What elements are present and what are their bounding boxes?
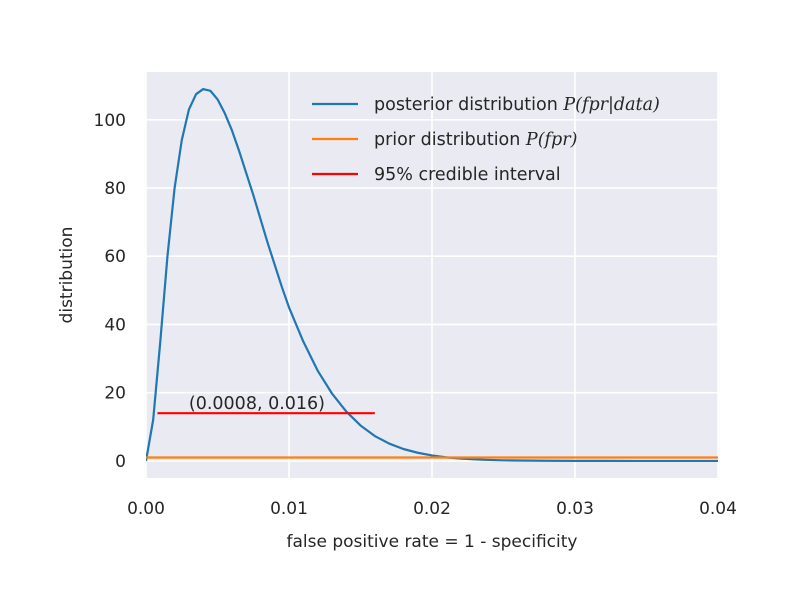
y-tick-label: 0 (115, 452, 126, 472)
x-axis-ticks: 0.00 0.01 0.02 0.03 0.04 (127, 499, 737, 519)
x-tick-label: 0.02 (413, 499, 451, 519)
y-tick-label: 100 (94, 111, 126, 131)
legend-label: prior distribution P(fpr) (374, 130, 578, 150)
legend-label: 95% credible interval (374, 165, 561, 185)
y-tick-label: 60 (104, 247, 126, 267)
legend-label-math: P(fpr|data) (562, 95, 660, 115)
series-line-0 (146, 87, 718, 463)
y-tick-label: 20 (104, 384, 126, 404)
legend-label: posterior distribution P(fpr|data) (374, 95, 660, 115)
legend-label-text: 95% credible interval (374, 165, 561, 185)
y-axis-label: distribution (57, 227, 77, 324)
interval-annotation: (0.0008, 0.016) (189, 394, 325, 414)
y-tick-label: 80 (104, 179, 126, 199)
x-tick-label: 0.03 (556, 499, 594, 519)
series-layer (146, 87, 718, 463)
x-axis-label: false positive rate = 1 - specificity (287, 532, 578, 552)
y-tick-label: 40 (104, 315, 126, 335)
x-tick-label: 0.00 (127, 499, 165, 519)
annotations: (0.0008, 0.016) (189, 394, 325, 414)
x-tick-label: 0.04 (699, 499, 737, 519)
y-axis-ticks: 0 20 40 60 80 100 (94, 111, 126, 472)
legend-label-math: P(fpr) (525, 130, 578, 150)
legend: posterior distribution P(fpr|data) prior … (312, 95, 660, 185)
legend-label-text: prior distribution (374, 130, 526, 150)
x-tick-label: 0.01 (270, 499, 308, 519)
grid-lines (145, 72, 719, 478)
legend-label-text: posterior distribution (374, 95, 563, 115)
